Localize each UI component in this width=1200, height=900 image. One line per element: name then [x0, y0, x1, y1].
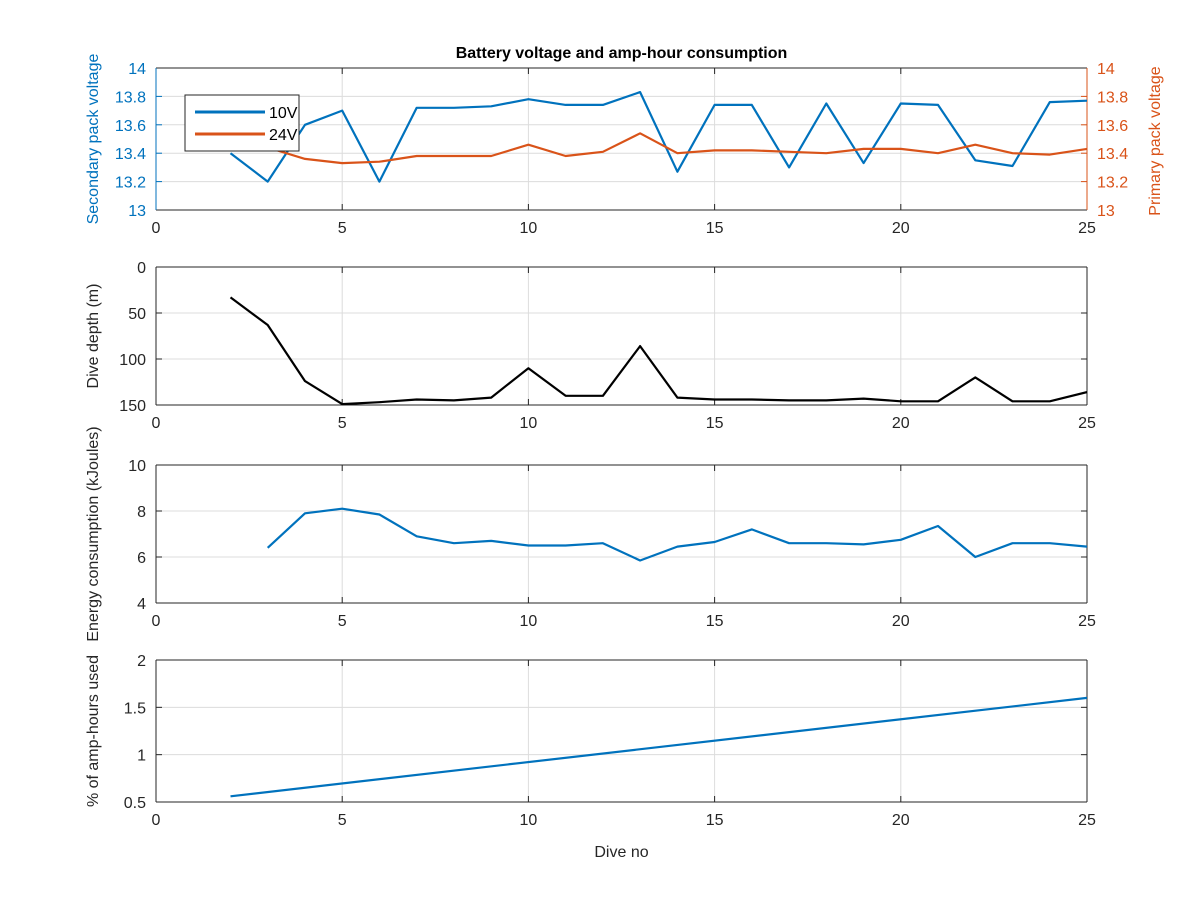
- series-line-2: [229, 296, 1087, 406]
- y-right-axis-label: Primary pack voltage: [1147, 66, 1164, 215]
- y-tick-label: 6: [137, 550, 146, 567]
- x-tick-label: 10: [520, 812, 538, 829]
- y-tick-label: 8: [137, 504, 146, 521]
- y-tick-label: 2: [137, 653, 146, 670]
- legend-label-10v: 10V: [269, 105, 298, 122]
- y-axis-label: % of amp-hours used: [85, 655, 102, 807]
- y-right-tick-label: 13.2: [1097, 175, 1128, 192]
- x-tick-label: 10: [520, 415, 538, 432]
- series-line-4: [230, 696, 1087, 798]
- y-tick-label: 14: [128, 61, 146, 78]
- legend-label-24v: 24V: [269, 127, 298, 144]
- chart-panel-4: 0 5 10 15 20 25 0.5 1 1.5 2 % of amp-hours used Div…: [85, 653, 1096, 861]
- x-tick-label: 10: [520, 613, 538, 630]
- x-axis-label: Dive no: [594, 844, 648, 861]
- plot-area: [156, 267, 1087, 405]
- y-tick-label: 1.5: [124, 700, 146, 717]
- y-right-tick-label: 13: [1097, 203, 1115, 220]
- chart-title: Battery voltage and amp-hour consumption: [456, 45, 788, 62]
- y-tick-label: 0: [137, 260, 146, 277]
- x-tick-label: 5: [338, 220, 347, 237]
- x-tick-label: 25: [1078, 415, 1096, 432]
- series-line-24v: [267, 132, 1087, 165]
- x-tick-label: 20: [892, 613, 910, 630]
- y-right-tick-label: 14: [1097, 61, 1115, 78]
- x-tick-label: 5: [338, 415, 347, 432]
- y-right-tick-label: 13.8: [1097, 89, 1128, 106]
- x-tick-label: 15: [706, 613, 724, 630]
- legend-box: [184, 94, 300, 152]
- chart-panel-2: 0 5 10 15 20 25 0 50 100 150 Dive depth (m): [85, 260, 1096, 432]
- plot-area: [156, 68, 1087, 210]
- x-tick-label: 0: [152, 812, 161, 829]
- series-line-3: [266, 507, 1087, 562]
- y-tick-label: 1: [137, 748, 146, 765]
- y-tick-label: 4: [137, 596, 146, 613]
- y-tick-label: 13: [128, 203, 146, 220]
- chart-panel-3: 0 5 10 15 20 25 4 6 8 10 Energy consumption (kJoul…: [85, 426, 1096, 641]
- x-tick-label: 20: [892, 220, 910, 237]
- x-tick-label: 5: [338, 613, 347, 630]
- x-tick-label: 15: [706, 415, 724, 432]
- y-tick-label: 13.8: [115, 89, 146, 106]
- x-tick-label: 0: [152, 415, 161, 432]
- x-tick-label: 25: [1078, 812, 1096, 829]
- plot-area: [156, 465, 1087, 603]
- chart-panel-1: 0 5 10 15 20 251313.213.413.613.8141313.213.4…: [85, 45, 1164, 237]
- y-right-tick-label: 13.6: [1097, 118, 1128, 135]
- y-tick-label: 13.4: [115, 146, 146, 163]
- y-right-tick-label: 13.4: [1097, 146, 1128, 163]
- plot-area: [156, 660, 1087, 802]
- y-tick-label: 0.5: [124, 795, 146, 812]
- y-tick-label: 100: [119, 352, 146, 369]
- x-tick-label: 25: [1078, 613, 1096, 630]
- x-tick-label: 15: [706, 812, 724, 829]
- x-tick-label: 20: [892, 415, 910, 432]
- x-tick-label: 0: [152, 613, 161, 630]
- y-tick-label: 13.2: [115, 175, 146, 192]
- x-tick-label: 5: [338, 812, 347, 829]
- x-tick-label: 10: [520, 220, 538, 237]
- x-tick-label: 15: [706, 220, 724, 237]
- y-axis-label: Energy consumption (kJoules): [85, 426, 102, 641]
- x-tick-label: 20: [892, 812, 910, 829]
- y-axis-label: Secondary pack voltage: [85, 54, 102, 225]
- y-tick-label: 13.6: [115, 118, 146, 135]
- x-tick-label: 25: [1078, 220, 1096, 237]
- x-tick-label: 0: [152, 220, 161, 237]
- y-tick-label: 150: [119, 398, 146, 415]
- y-tick-label: 10: [128, 458, 146, 475]
- y-tick-label: 50: [128, 306, 146, 323]
- series-line-10v: [229, 90, 1087, 183]
- y-axis-label: Dive depth (m): [85, 284, 102, 389]
